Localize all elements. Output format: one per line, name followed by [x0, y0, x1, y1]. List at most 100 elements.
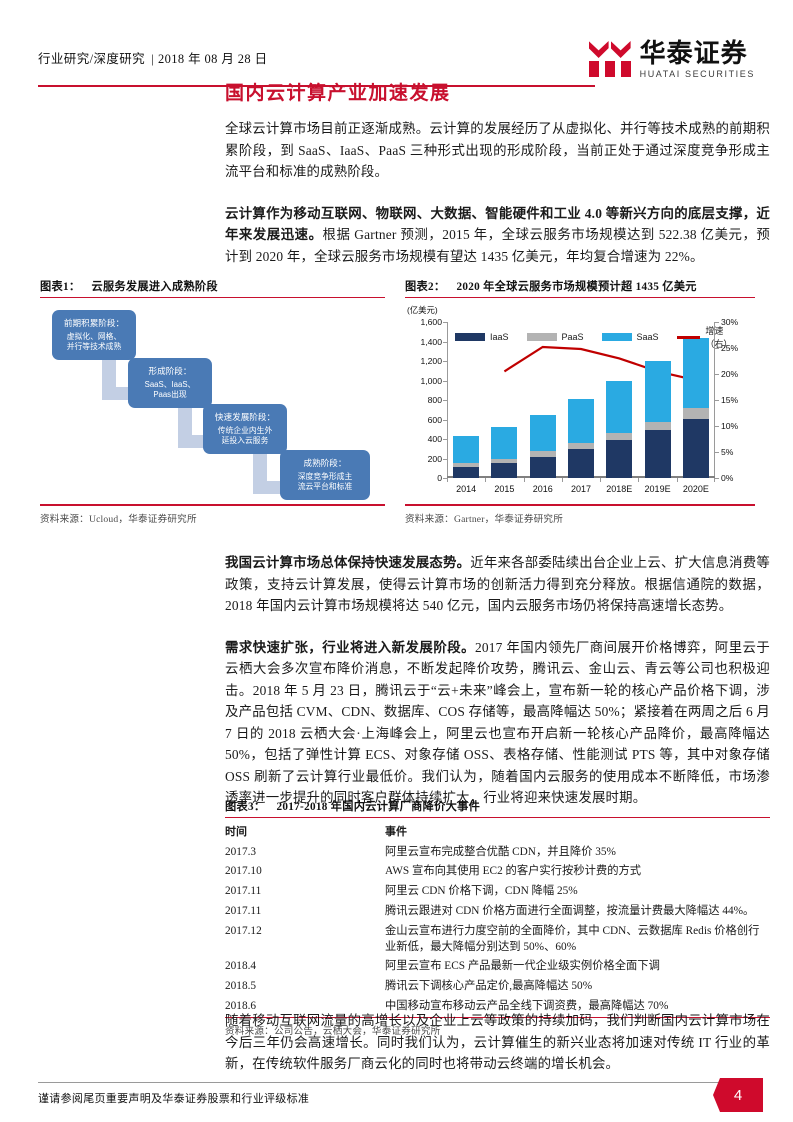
- stage-box-3-title: 快速发展阶段：: [214, 412, 276, 423]
- stage-box-4: 成熟阶段： 深度竞争形成主 流云平台和标准: [280, 450, 370, 501]
- legend-label: 增速（右）: [705, 326, 733, 350]
- cell-time: 2018.6: [225, 1000, 257, 1013]
- y2-axis-tick: 15%: [721, 395, 739, 406]
- exhibit-1: 图表1： 云服务发展进入成熟阶段 前期积累阶段：: [40, 278, 385, 525]
- page-title: 国内云计算产业加速发展: [225, 83, 451, 104]
- chart-y2-axis: [714, 322, 715, 479]
- chart-bar-segment-iaas: [529, 457, 556, 479]
- y-axis-tick: 1,600: [420, 317, 442, 328]
- header-date: 2018 年 08 月 28 日: [157, 52, 268, 66]
- stage-box-4-desc: 深度竞争形成主 流云平台和标准: [297, 471, 353, 492]
- legend-swatch: [526, 333, 557, 342]
- chart-bar-segment-iaas: [682, 418, 709, 479]
- exhibit-1-title: 图表1： 云服务发展进入成熟阶段: [40, 278, 385, 294]
- chart-bar-segment-saas: [529, 414, 556, 452]
- column-header-event: 事件: [385, 826, 407, 839]
- stage-box-1-desc: 虚拟化、网格、 并行等技术成熟: [66, 331, 122, 352]
- exhibit-2-source: 资料来源：Gartner，华泰证券研究所: [405, 513, 564, 525]
- exhibit-3-top-rule: [225, 817, 770, 819]
- chart-bar-segment-iaas: [606, 440, 633, 479]
- table-row: 2017.12 金山云宣布进行力度空前的全面降价，其中 CDN、云数据库 Redi…: [225, 922, 770, 957]
- cloud-market-chart: (亿美元) 0 200 400 600 800 1,000 1,200 1,400 1,600 0…: [405, 304, 755, 504]
- x-axis-tickmark: [561, 478, 563, 483]
- y-axis-tickmark: [443, 341, 447, 343]
- y-axis-tick: 1,400: [420, 336, 442, 347]
- exhibit-2-caption: 2020 年全球云服务市场规模预计超 1435 亿美元: [456, 281, 697, 293]
- y2-axis-tick: 10%: [721, 421, 739, 432]
- paragraph-5-text: 随着移动互联网流量的高增长以及企业上云等政策的持续加码，我们判断国内云计算市场在…: [225, 1013, 770, 1071]
- cell-event: 腾讯云下调核心产品定价,最高降幅达 50%: [385, 980, 593, 993]
- stage-box-2-desc: SaaS、IaaS、 Paas出现: [144, 379, 196, 400]
- chart-bar-segment-paas: [644, 421, 671, 431]
- paragraph-2-lead: 云计算作为移动互联网、物联网、大数据、智能硬件和工业 4.0 等新兴方向的底层支…: [225, 205, 770, 243]
- cell-time: 2017.3: [225, 845, 257, 858]
- table-row: 2018.5 腾讯云下调核心产品定价,最高降幅达 50%: [225, 977, 770, 997]
- x-axis-tick: 2017: [570, 484, 592, 495]
- x-axis-tick: 2020E: [682, 484, 709, 495]
- cell-time: 2017.10: [225, 865, 262, 878]
- x-axis-tickmark: [447, 478, 448, 483]
- stage-box-3: 快速发展阶段： 传统企业内生外 延投入云服务: [203, 404, 287, 455]
- cell-time: 2017.12: [225, 925, 262, 938]
- y2-axis-tick: 5%: [721, 447, 734, 458]
- y-axis-tickmark: [443, 400, 447, 402]
- huatai-logo: 华泰证券 HUATAI SECURITIES: [588, 34, 755, 84]
- y2-axis-tickmark: [715, 478, 719, 480]
- exhibit-2-top-rule: [405, 297, 755, 299]
- cell-event: AWS 宣布向其使用 EC2 的客户实行按秒计费的方式: [385, 865, 642, 878]
- paragraph-4-text: 2017 年国内领先厂商间展开价格博弈，阿里云于云栖大会多次宣布降价消息，不断发…: [225, 639, 770, 806]
- cell-time: 2017.11: [225, 885, 262, 898]
- y2-axis-tick: 30%: [721, 317, 739, 328]
- exhibit-2-bottom-rule: [405, 504, 755, 506]
- chart-bar-segment-paas: [453, 462, 480, 467]
- y-axis-tickmark: [443, 439, 447, 441]
- y-axis-tickmark: [443, 478, 447, 480]
- paragraph-4-lead: 需求快速扩张，行业将进入新发展阶段。: [225, 639, 475, 655]
- huatai-logo-mark-icon: [588, 41, 632, 77]
- header-separator: |: [151, 52, 154, 66]
- chart-bar: [491, 427, 518, 479]
- y2-axis-tickmark: [715, 322, 719, 324]
- chart-bar-segment-paas: [529, 451, 556, 458]
- exhibit-3-label: 图表3：: [225, 801, 266, 813]
- header-divider: [38, 85, 595, 87]
- stage-box-3-desc: 传统企业内生外 延投入云服务: [217, 425, 273, 446]
- chart-bar: [682, 338, 709, 479]
- cell-event: 阿里云宣布完成整合优酷 CDN，并且降价 35%: [385, 845, 616, 858]
- footer-disclaimer: 谨请参阅尾页重要声明及华泰证券股票和行业评级标准: [38, 1093, 310, 1105]
- chart-plot-area: 0 200 400 600 800 1,000 1,200 1,400 1,600 0% 5% 10%…: [420, 317, 738, 494]
- chart-bar-segment-iaas: [644, 430, 671, 479]
- chart-bar-segment-saas: [453, 436, 480, 463]
- closing-text-block: 随着移动互联网流量的高增长以及企业上云等政策的持续加码，我们判断国内云计算市场在…: [225, 1010, 770, 1088]
- exhibit-3-source: 资料来源：公司公告，云栖大会，华泰证券研究所: [225, 1026, 441, 1038]
- y-axis-tick: 1,200: [420, 356, 442, 367]
- paragraph-4: 需求快速扩张，行业将进入新发展阶段。2017 年国内领先厂商间展开价格博弈，阿里…: [225, 637, 770, 809]
- x-axis-tick: 2014: [456, 484, 477, 495]
- exhibit-1-source: 资料来源：Ucloud，华泰证券研究所: [40, 513, 197, 525]
- chart-bar: [644, 360, 671, 479]
- exhibit-1-top-rule: [40, 297, 385, 299]
- y-axis-tick: 1,000: [420, 375, 442, 386]
- legend-swatch: [455, 333, 485, 342]
- stage-box-1: 前期积累阶段： 虚拟化、网格、 并行等技术成熟: [52, 310, 136, 361]
- paragraph-2: 云计算作为移动互联网、物联网、大数据、智能硬件和工业 4.0 等新兴方向的底层支…: [225, 203, 770, 268]
- chart-unit-label: (亿美元): [407, 305, 438, 316]
- x-axis-tickmark: [714, 478, 715, 483]
- y-axis-tick: 200: [427, 453, 442, 464]
- legend-label: IaaS: [490, 332, 509, 343]
- exhibit-1-label: 图表1：: [40, 281, 81, 293]
- exhibit-1-bottom-rule: [40, 504, 385, 506]
- column-header-time: 时间: [225, 826, 247, 839]
- chart-bar-segment-saas: [682, 338, 709, 409]
- chart-legend: IaaS PaaS SaaS 增速（右）: [455, 324, 755, 350]
- intro-text-block: 全球云计算市场目前正逐渐成熟。云计算的发展经历了从虚拟化、并行等技术成熟的前期积…: [225, 118, 770, 280]
- chart-bar-segment-iaas: [453, 466, 480, 479]
- x-axis-tickmark: [638, 478, 640, 483]
- chart-bar: [606, 380, 633, 479]
- logo-english-name: HUATAI SECURITIES: [639, 68, 755, 79]
- header-meta: 行业研究/深度研究 | 2018 年 08 月 28 日: [38, 48, 268, 67]
- y2-axis-tickmark: [715, 374, 719, 376]
- paragraph-1-text: 全球云计算市场目前正逐渐成熟。云计算的发展经历了从虚拟化、并行等技术成熟的前期积…: [225, 121, 770, 179]
- chart-bar-segment-paas: [606, 432, 633, 441]
